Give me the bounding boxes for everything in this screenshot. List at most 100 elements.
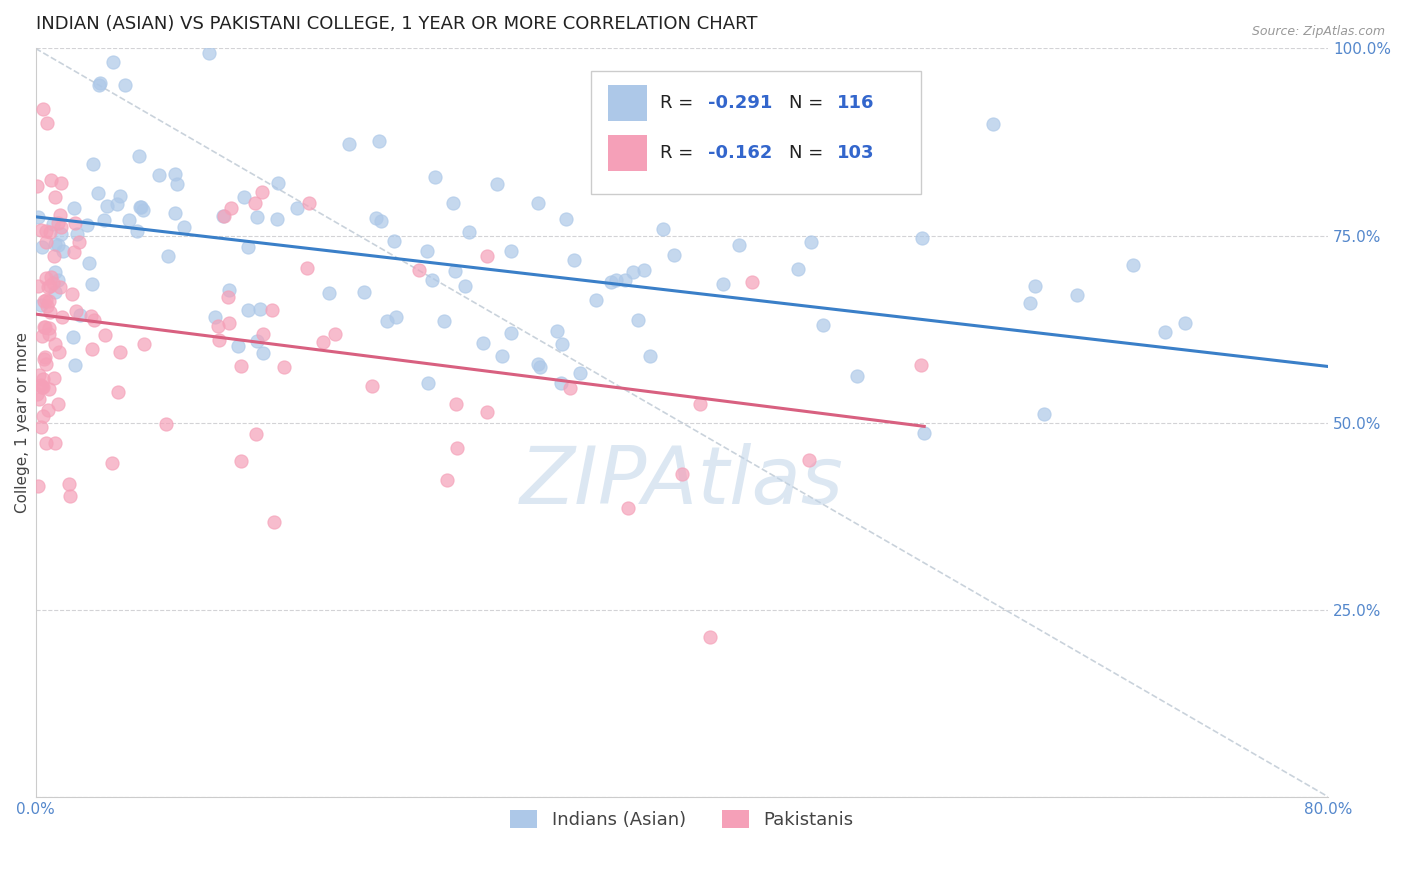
Point [585, 293, 607, 307]
Point [408, 263, 430, 277]
Point [63, 216, 86, 230]
Point [108, 189, 131, 203]
Point [32, 293, 55, 308]
Point [148, 168, 170, 182]
Point [67, 235, 90, 249]
Point [786, 262, 808, 277]
Point [49, 176, 72, 190]
Point [617, 501, 640, 516]
Point [117, 213, 139, 227]
Point [44, 189, 66, 203]
Point [35, 293, 58, 307]
Point [311, 334, 333, 349]
Point [31, 240, 53, 254]
Point [39, 173, 62, 187]
Point [471, 335, 494, 350]
Point [37, 280, 59, 294]
Point [32, 372, 55, 386]
Text: Source: ZipAtlas.com: Source: ZipAtlas.com [1251, 25, 1385, 38]
Point [285, 201, 308, 215]
Point [475, 249, 498, 263]
Point [375, 314, 398, 328]
Point [1174, 316, 1197, 330]
Point [27, 479, 49, 493]
Point [49, 227, 72, 241]
Point [58, 477, 80, 491]
Point [89, 76, 111, 90]
Point [260, 302, 283, 317]
Point [361, 379, 384, 393]
Point [155, 417, 177, 431]
Point [44, 285, 66, 299]
Text: -0.291: -0.291 [707, 94, 772, 112]
Point [638, 349, 661, 363]
Point [28, 392, 51, 406]
Text: ZIPAtlas: ZIPAtlas [520, 443, 844, 522]
Point [368, 134, 391, 148]
Point [433, 313, 456, 327]
Point [39, 305, 62, 319]
Point [446, 442, 468, 456]
Point [1122, 258, 1144, 272]
Point [101, 456, 124, 470]
Point [212, 209, 235, 223]
Point [846, 369, 869, 384]
Point [173, 219, 195, 234]
Point [44, 236, 66, 251]
Point [569, 366, 592, 380]
Point [1066, 288, 1088, 302]
Point [34, 320, 56, 334]
Text: R =: R = [659, 94, 699, 112]
Point [662, 248, 685, 262]
Point [35, 357, 58, 371]
Point [65, 303, 87, 318]
Point [246, 334, 269, 349]
Point [30, 420, 52, 434]
Point [49, 220, 72, 235]
Point [727, 237, 749, 252]
Point [741, 275, 763, 289]
Point [51, 310, 73, 324]
Point [444, 397, 467, 411]
Point [1154, 325, 1177, 339]
Point [501, 326, 523, 341]
Point [63, 358, 86, 372]
Point [232, 190, 254, 204]
Point [246, 210, 269, 224]
Point [208, 333, 231, 347]
Point [96, 199, 118, 213]
Point [298, 195, 321, 210]
Point [51, 244, 73, 259]
Point [94, 328, 117, 343]
Point [1019, 296, 1042, 310]
Point [80, 342, 103, 356]
Point [910, 358, 932, 372]
Point [420, 273, 443, 287]
Point [252, 327, 274, 342]
Point [353, 285, 375, 300]
Point [69, 308, 91, 322]
Point [266, 211, 288, 226]
Point [318, 286, 340, 301]
FancyBboxPatch shape [592, 70, 921, 194]
Point [27, 387, 49, 401]
Point [266, 177, 288, 191]
Point [273, 359, 295, 374]
Point [243, 196, 266, 211]
Point [31, 380, 53, 394]
Point [800, 235, 823, 250]
Point [385, 310, 408, 325]
Point [114, 78, 136, 93]
Point [546, 324, 568, 338]
Point [48, 344, 70, 359]
Point [76, 218, 98, 232]
Point [671, 467, 693, 482]
Point [163, 206, 186, 220]
Point [131, 202, 153, 217]
Point [443, 196, 465, 211]
Point [63, 201, 86, 215]
Point [337, 137, 360, 152]
Text: 116: 116 [837, 94, 875, 112]
Point [526, 195, 548, 210]
Point [30, 298, 52, 312]
